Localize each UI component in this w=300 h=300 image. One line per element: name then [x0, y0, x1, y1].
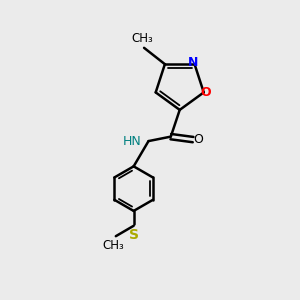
Text: S: S: [129, 228, 139, 242]
Text: O: O: [194, 133, 203, 146]
Text: O: O: [200, 86, 211, 99]
Text: N: N: [188, 56, 198, 69]
Text: CH₃: CH₃: [102, 239, 124, 252]
Text: CH₃: CH₃: [132, 32, 154, 45]
Text: HN: HN: [123, 135, 142, 148]
